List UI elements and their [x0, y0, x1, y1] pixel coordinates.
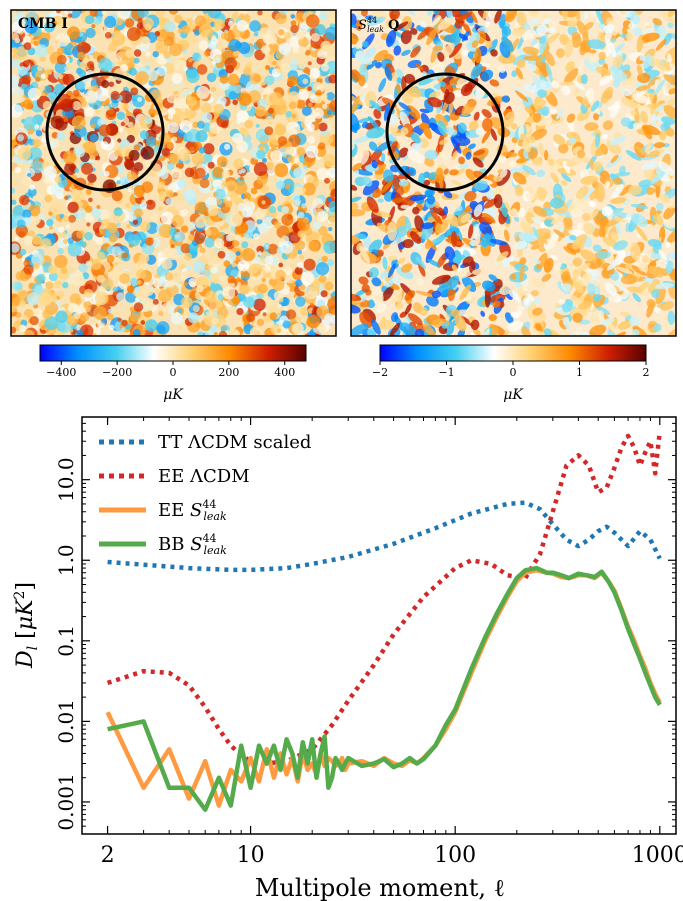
map-title-leak: S44 leak Q — [358, 16, 399, 34]
colorbar-tick-label: 1 — [576, 366, 583, 379]
y-tick-label: 1.0 — [54, 544, 78, 576]
colorbar-tick-label: −400 — [46, 366, 76, 379]
colorbar-unit-cmb: μK — [163, 387, 184, 403]
colorbar-tick-label: 400 — [274, 366, 295, 379]
colorbar-leak: −2 −1 0 1 2 μK — [372, 344, 650, 403]
legend-label-2: EE S44 leak — [158, 498, 227, 523]
x-tick-label: 1000 — [632, 843, 683, 868]
y-tick-label: 0.1 — [54, 625, 78, 657]
y-tick-label: 0.001 — [54, 773, 78, 830]
colorbar-tick-label: 2 — [643, 366, 650, 379]
colorbar-tick-label: −200 — [102, 366, 132, 379]
legend-label-3: BB S44 leak — [158, 532, 227, 557]
x-tick-label: 100 — [434, 843, 476, 868]
colorbar-tick-label: −1 — [438, 366, 454, 379]
map-circle-cmb — [45, 72, 165, 192]
x-tick-label: 2 — [101, 843, 115, 868]
series-line-3 — [107, 565, 662, 812]
colorbar-tick-label: 0 — [170, 366, 177, 379]
colorbar-cmb: −400 −200 0 200 400 μK — [39, 344, 307, 403]
colorbar-tick-label: 0 — [510, 366, 517, 379]
cmb-i-map: CMB I — [10, 9, 337, 337]
power-spectrum-chart: 2 10 100 1000 0.001 0.01 0.1 1.0 10.0 TT ΛCDM sc… — [12, 416, 683, 901]
colorbar-tick-label: −2 — [372, 366, 388, 379]
colorbar-unit-leak: μK — [503, 387, 524, 403]
x-axis-label: Multipole moment, ℓ — [255, 874, 505, 901]
map-title-cmb: CMB I — [18, 16, 68, 32]
legend-label-0: TT ΛCDM scaled — [158, 432, 311, 453]
x-tick-label: 10 — [237, 843, 265, 868]
map-circle-leak — [385, 72, 505, 192]
legend-label-1: EE ΛCDM — [158, 466, 250, 487]
y-tick-label: 0.01 — [54, 699, 78, 744]
series-line-1 — [106, 430, 663, 766]
series-line-0 — [107, 500, 662, 573]
y-axis-label: Dl [μK2] — [12, 582, 41, 669]
colorbar-tick-label: 200 — [218, 366, 239, 379]
y-tick-label: 10.0 — [54, 457, 78, 502]
s44-leak-q-map: S44 leak Q — [350, 9, 677, 337]
